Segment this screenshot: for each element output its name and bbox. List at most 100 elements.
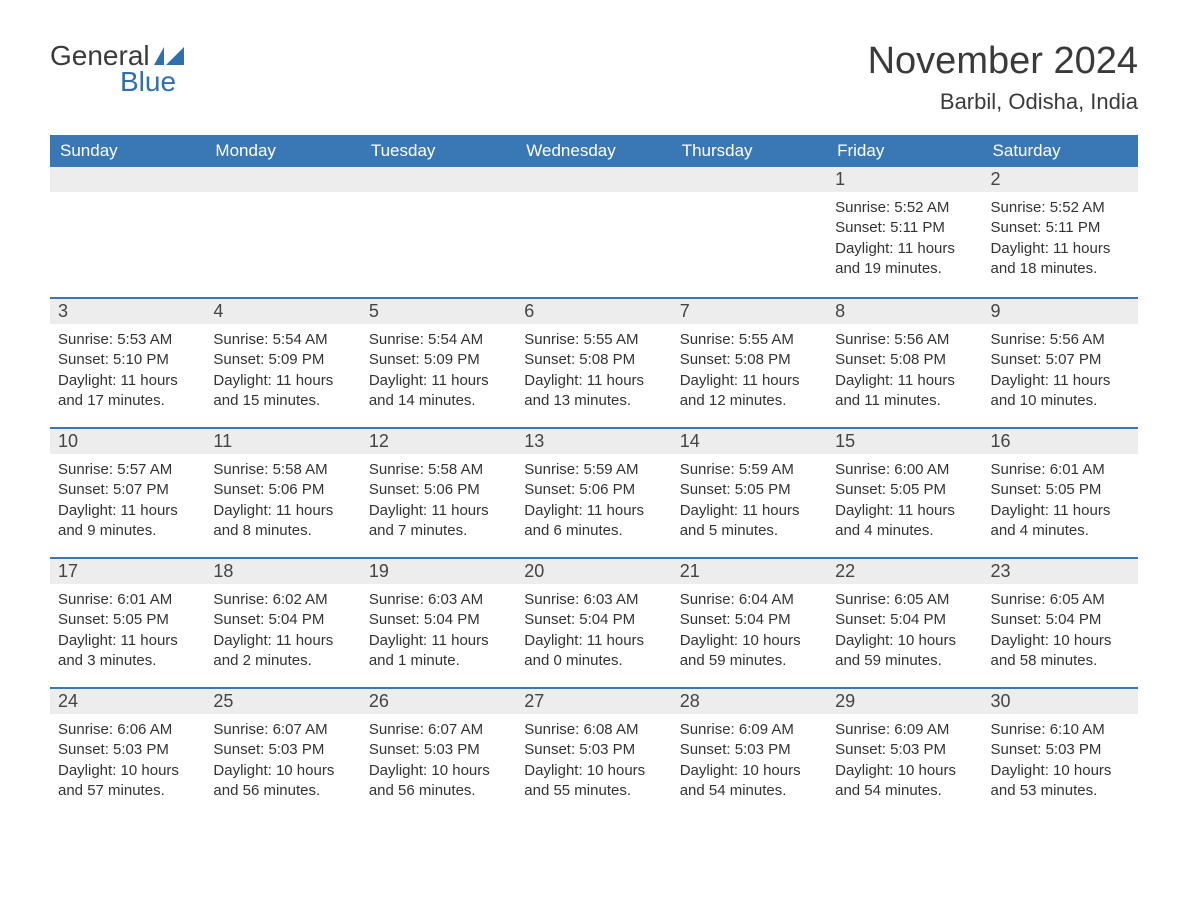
day-info: Sunrise: 6:03 AMSunset: 5:04 PMDaylight:… (361, 584, 516, 677)
day-info: Sunrise: 5:55 AMSunset: 5:08 PMDaylight:… (672, 324, 827, 417)
sunrise-line: Sunrise: 5:56 AM (835, 330, 974, 350)
sunrise-line: Sunrise: 6:01 AM (58, 590, 197, 610)
day-info: Sunrise: 6:01 AMSunset: 5:05 PMDaylight:… (50, 584, 205, 677)
calendar-week-row: 3Sunrise: 5:53 AMSunset: 5:10 PMDaylight… (50, 297, 1138, 427)
empty-day-bar (361, 167, 516, 192)
day-info: Sunrise: 5:54 AMSunset: 5:09 PMDaylight:… (361, 324, 516, 417)
day-info: Sunrise: 5:55 AMSunset: 5:08 PMDaylight:… (516, 324, 671, 417)
daylight-line: Daylight: 11 hours and 2 minutes. (213, 631, 352, 672)
day-number: 1 (827, 167, 982, 192)
calendar-cell: 12Sunrise: 5:58 AMSunset: 5:06 PMDayligh… (361, 427, 516, 557)
day-number: 25 (205, 687, 360, 714)
daylight-line: Daylight: 11 hours and 5 minutes. (680, 501, 819, 542)
sunset-line: Sunset: 5:07 PM (58, 480, 197, 500)
daylight-line: Daylight: 10 hours and 56 minutes. (369, 761, 508, 802)
sunrise-line: Sunrise: 5:52 AM (835, 198, 974, 218)
day-info: Sunrise: 5:59 AMSunset: 5:06 PMDaylight:… (516, 454, 671, 547)
day-info: Sunrise: 5:58 AMSunset: 5:06 PMDaylight:… (205, 454, 360, 547)
daylight-line: Daylight: 10 hours and 58 minutes. (991, 631, 1130, 672)
sunset-line: Sunset: 5:05 PM (58, 610, 197, 630)
day-number: 17 (50, 557, 205, 584)
sunset-line: Sunset: 5:04 PM (524, 610, 663, 630)
day-number: 29 (827, 687, 982, 714)
sunrise-line: Sunrise: 5:52 AM (991, 198, 1130, 218)
day-header: Tuesday (361, 135, 516, 167)
page-header: General Blue November 2024 Barbil, Odish… (50, 40, 1138, 115)
sunrise-line: Sunrise: 5:54 AM (369, 330, 508, 350)
calendar-head: SundayMondayTuesdayWednesdayThursdayFrid… (50, 135, 1138, 167)
day-header-row: SundayMondayTuesdayWednesdayThursdayFrid… (50, 135, 1138, 167)
calendar-cell: 13Sunrise: 5:59 AMSunset: 5:06 PMDayligh… (516, 427, 671, 557)
day-info: Sunrise: 5:57 AMSunset: 5:07 PMDaylight:… (50, 454, 205, 547)
day-number: 2 (983, 167, 1138, 192)
calendar-cell: 1Sunrise: 5:52 AMSunset: 5:11 PMDaylight… (827, 167, 982, 297)
sunset-line: Sunset: 5:04 PM (213, 610, 352, 630)
day-number: 12 (361, 427, 516, 454)
day-info: Sunrise: 6:01 AMSunset: 5:05 PMDaylight:… (983, 454, 1138, 547)
day-info: Sunrise: 6:08 AMSunset: 5:03 PMDaylight:… (516, 714, 671, 807)
daylight-line: Daylight: 11 hours and 4 minutes. (991, 501, 1130, 542)
empty-day-bar (516, 167, 671, 192)
daylight-line: Daylight: 10 hours and 54 minutes. (680, 761, 819, 802)
calendar-cell: 17Sunrise: 6:01 AMSunset: 5:05 PMDayligh… (50, 557, 205, 687)
daylight-line: Daylight: 11 hours and 7 minutes. (369, 501, 508, 542)
sunrise-line: Sunrise: 6:02 AM (213, 590, 352, 610)
day-number: 23 (983, 557, 1138, 584)
sunrise-line: Sunrise: 5:53 AM (58, 330, 197, 350)
day-number: 11 (205, 427, 360, 454)
empty-day-bar (205, 167, 360, 192)
sunset-line: Sunset: 5:03 PM (680, 740, 819, 760)
daylight-line: Daylight: 11 hours and 14 minutes. (369, 371, 508, 412)
logo: General Blue (50, 40, 184, 98)
sunrise-line: Sunrise: 6:03 AM (369, 590, 508, 610)
calendar-cell (50, 167, 205, 297)
daylight-line: Daylight: 11 hours and 0 minutes. (524, 631, 663, 672)
calendar-cell: 30Sunrise: 6:10 AMSunset: 5:03 PMDayligh… (983, 687, 1138, 817)
day-info: Sunrise: 5:52 AMSunset: 5:11 PMDaylight:… (827, 192, 982, 285)
daylight-line: Daylight: 11 hours and 8 minutes. (213, 501, 352, 542)
daylight-line: Daylight: 10 hours and 55 minutes. (524, 761, 663, 802)
sunset-line: Sunset: 5:06 PM (369, 480, 508, 500)
sunrise-line: Sunrise: 6:10 AM (991, 720, 1130, 740)
location-label: Barbil, Odisha, India (868, 89, 1138, 115)
sunset-line: Sunset: 5:04 PM (991, 610, 1130, 630)
day-info: Sunrise: 6:09 AMSunset: 5:03 PMDaylight:… (827, 714, 982, 807)
calendar-cell: 23 Sunrise: 6:05 AMSunset: 5:04 PMDayligh… (983, 557, 1138, 687)
calendar-week-row: 1Sunrise: 5:52 AMSunset: 5:11 PMDaylight… (50, 167, 1138, 297)
daylight-line: Daylight: 11 hours and 17 minutes. (58, 371, 197, 412)
day-number: 24 (50, 687, 205, 714)
daylight-line: Daylight: 10 hours and 54 minutes. (835, 761, 974, 802)
sunset-line: Sunset: 5:11 PM (991, 218, 1130, 238)
sunset-line: Sunset: 5:09 PM (213, 350, 352, 370)
sunset-line: Sunset: 5:04 PM (369, 610, 508, 630)
calendar-cell: 4Sunrise: 5:54 AMSunset: 5:09 PMDaylight… (205, 297, 360, 427)
daylight-line: Daylight: 11 hours and 11 minutes. (835, 371, 974, 412)
sunset-line: Sunset: 5:08 PM (524, 350, 663, 370)
day-info: Sunrise: 6:05 AMSunset: 5:04 PMDaylight:… (827, 584, 982, 677)
day-header: Sunday (50, 135, 205, 167)
day-header: Thursday (672, 135, 827, 167)
sunrise-line: Sunrise: 6:05 AM (991, 590, 1130, 610)
daylight-line: Daylight: 11 hours and 4 minutes. (835, 501, 974, 542)
sunrise-line: Sunrise: 6:06 AM (58, 720, 197, 740)
daylight-line: Daylight: 11 hours and 10 minutes. (991, 371, 1130, 412)
daylight-line: Daylight: 10 hours and 57 minutes. (58, 761, 197, 802)
sunrise-line: Sunrise: 6:00 AM (835, 460, 974, 480)
sunset-line: Sunset: 5:03 PM (524, 740, 663, 760)
day-number: 30 (983, 687, 1138, 714)
day-header: Monday (205, 135, 360, 167)
day-header: Friday (827, 135, 982, 167)
calendar-cell (672, 167, 827, 297)
daylight-line: Daylight: 11 hours and 13 minutes. (524, 371, 663, 412)
day-number: 22 (827, 557, 982, 584)
daylight-line: Daylight: 10 hours and 59 minutes. (835, 631, 974, 672)
day-number: 18 (205, 557, 360, 584)
calendar-cell: 18 Sunrise: 6:02 AMSunset: 5:04 PMDayligh… (205, 557, 360, 687)
day-number: 6 (516, 297, 671, 324)
day-number: 9 (983, 297, 1138, 324)
sunset-line: Sunset: 5:07 PM (991, 350, 1130, 370)
calendar-cell: 9Sunrise: 5:56 AMSunset: 5:07 PMDaylight… (983, 297, 1138, 427)
day-info: Sunrise: 6:09 AMSunset: 5:03 PMDaylight:… (672, 714, 827, 807)
daylight-line: Daylight: 11 hours and 12 minutes. (680, 371, 819, 412)
calendar-cell: 7Sunrise: 5:55 AMSunset: 5:08 PMDaylight… (672, 297, 827, 427)
